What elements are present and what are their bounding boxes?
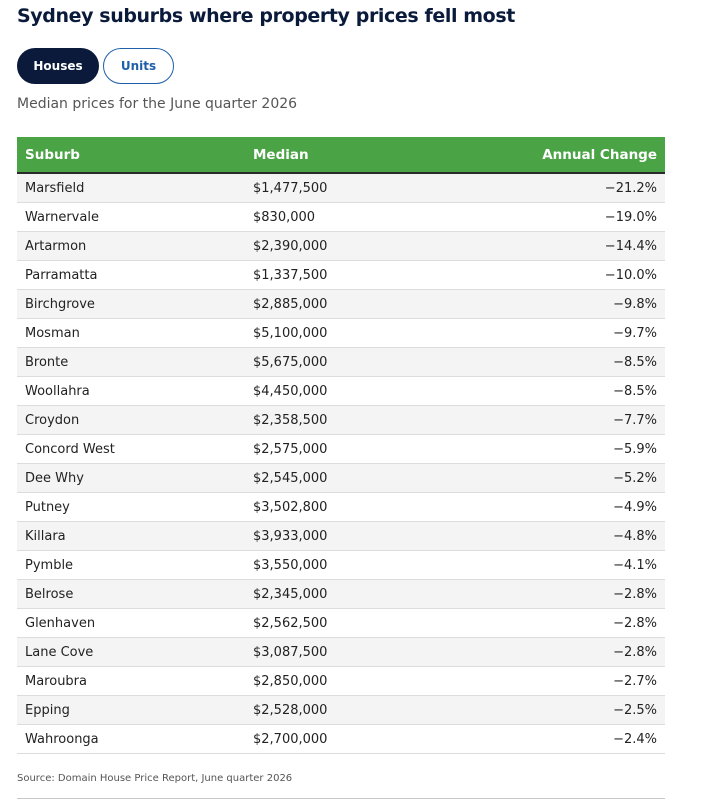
chart-subtitle: Median prices for the June quarter 2026 [17,96,298,112]
cell-suburb: Concord West [25,441,115,457]
cell-median: $2,562,500 [253,615,328,631]
table-row: Bronte $5,675,000 −8.5% [17,348,665,377]
table-row: Parramatta $1,337,500 −10.0% [17,261,665,290]
cell-median: $2,545,000 [253,470,328,486]
cell-median: $3,550,000 [253,557,328,573]
cell-median: $2,390,000 [253,238,328,254]
header-annual-change[interactable]: Annual Change [542,146,657,163]
source-note: Source: Domain House Price Report, June … [17,773,293,784]
table-row: Concord West $2,575,000 −5.9% [17,435,665,464]
units-toggle-button[interactable]: Units [103,48,174,84]
price-table: Suburb Median Annual Change Marsfield $1,… [17,137,665,754]
table-row: Woollahra $4,450,000 −8.5% [17,377,665,406]
table-row: Mosman $5,100,000 −9.7% [17,319,665,348]
cell-annual-change: −8.5% [613,383,657,399]
cell-annual-change: −2.7% [613,673,657,689]
cell-median: $5,675,000 [253,354,328,370]
cell-suburb: Dee Why [25,470,84,486]
divider [17,798,665,799]
cell-median: $2,575,000 [253,441,328,457]
cell-annual-change: −10.0% [604,267,657,283]
table-row: Croydon $2,358,500 −7.7% [17,406,665,435]
cell-median: $2,700,000 [253,731,328,747]
cell-median: $3,087,500 [253,644,328,660]
cell-annual-change: −4.8% [613,528,657,544]
cell-median: $3,502,800 [253,499,328,515]
table-row: Birchgrove $2,885,000 −9.8% [17,290,665,319]
table-body: Marsfield $1,477,500 −21.2% Warnervale $830,… [17,174,665,754]
houses-toggle-button[interactable]: Houses [17,48,99,84]
table-row: Wahroonga $2,700,000 −2.4% [17,725,665,754]
table-row: Dee Why $2,545,000 −5.2% [17,464,665,493]
cell-annual-change: −2.8% [613,644,657,660]
cell-median: $1,337,500 [253,267,328,283]
cell-annual-change: −2.5% [613,702,657,718]
cell-suburb: Putney [25,499,70,515]
cell-annual-change: −14.4% [604,238,657,254]
table-row: Lane Cove $3,087,500 −2.8% [17,638,665,667]
cell-suburb: Warnervale [25,209,99,225]
cell-suburb: Marsfield [25,180,85,196]
chart-title: Sydney suburbs where property prices fel… [17,5,515,27]
table-row: Artarmon $2,390,000 −14.4% [17,232,665,261]
cell-median: $2,850,000 [253,673,328,689]
cell-median: $3,933,000 [253,528,328,544]
table-row: Glenhaven $2,562,500 −2.8% [17,609,665,638]
cell-suburb: Croydon [25,412,80,428]
cell-suburb: Belrose [25,586,74,602]
table-row: Maroubra $2,850,000 −2.7% [17,667,665,696]
cell-median: $1,477,500 [253,180,328,196]
cell-median: $2,528,000 [253,702,328,718]
cell-suburb: Woollahra [25,383,90,399]
cell-annual-change: −2.8% [613,615,657,631]
cell-suburb: Birchgrove [25,296,95,312]
cell-suburb: Parramatta [25,267,98,283]
table-row: Warnervale $830,000 −19.0% [17,203,665,232]
cell-suburb: Mosman [25,325,80,341]
table-row: Killara $3,933,000 −4.8% [17,522,665,551]
cell-annual-change: −4.9% [613,499,657,515]
cell-suburb: Maroubra [25,673,87,689]
cell-suburb: Killara [25,528,66,544]
cell-suburb: Epping [25,702,70,718]
cell-annual-change: −2.4% [613,731,657,747]
table-row: Pymble $3,550,000 −4.1% [17,551,665,580]
cell-annual-change: −9.8% [613,296,657,312]
header-suburb[interactable]: Suburb [25,146,80,163]
cell-suburb: Wahroonga [25,731,99,747]
cell-annual-change: −2.8% [613,586,657,602]
cell-median: $5,100,000 [253,325,328,341]
header-median[interactable]: Median [253,146,309,163]
table-header: Suburb Median Annual Change [17,137,665,174]
cell-annual-change: −8.5% [613,354,657,370]
cell-suburb: Glenhaven [25,615,96,631]
cell-annual-change: −19.0% [604,209,657,225]
cell-suburb: Artarmon [25,238,87,254]
cell-annual-change: −5.9% [613,441,657,457]
cell-suburb: Pymble [25,557,74,573]
cell-median: $830,000 [253,209,316,225]
cell-annual-change: −4.1% [613,557,657,573]
cell-annual-change: −5.2% [613,470,657,486]
cell-suburb: Lane Cove [25,644,94,660]
table-row: Epping $2,528,000 −2.5% [17,696,665,725]
cell-median: $2,885,000 [253,296,328,312]
cell-median: $4,450,000 [253,383,328,399]
cell-annual-change: −9.7% [613,325,657,341]
cell-median: $2,345,000 [253,586,328,602]
table-row: Marsfield $1,477,500 −21.2% [17,174,665,203]
table-row: Putney $3,502,800 −4.9% [17,493,665,522]
cell-annual-change: −21.2% [604,180,657,196]
cell-median: $2,358,500 [253,412,328,428]
table-row: Belrose $2,345,000 −2.8% [17,580,665,609]
cell-annual-change: −7.7% [613,412,657,428]
cell-suburb: Bronte [25,354,69,370]
